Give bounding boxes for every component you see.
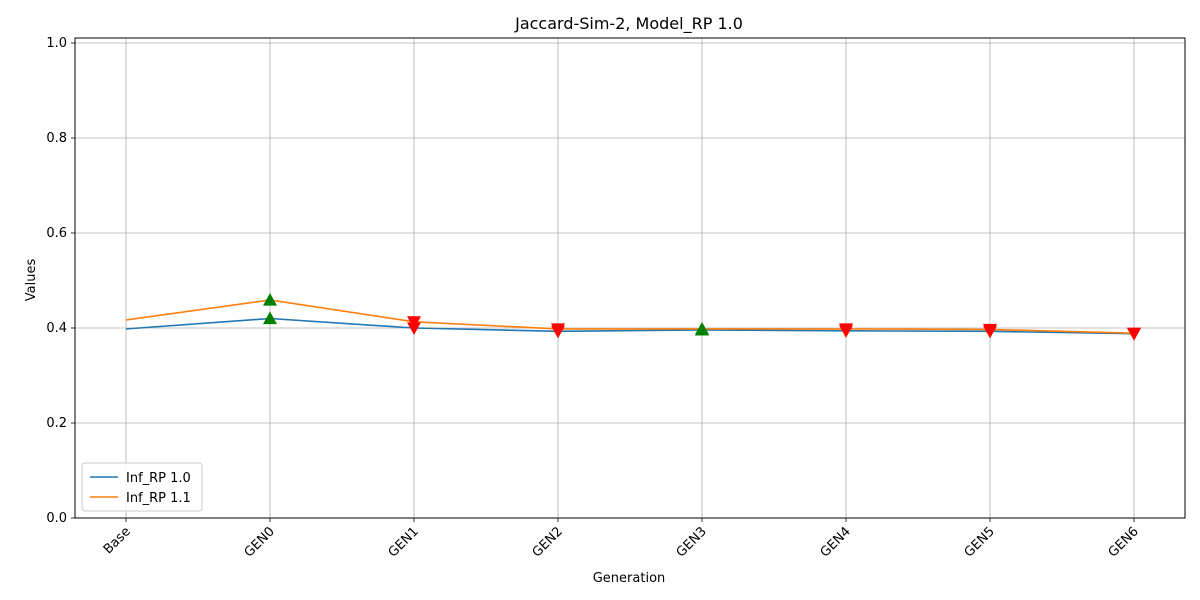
x-tick-label: GEN6	[1106, 524, 1142, 560]
y-axis-label: Values	[24, 259, 39, 302]
plot-frame	[74, 37, 1186, 519]
increase-marker	[263, 292, 277, 306]
grid	[75, 38, 1185, 519]
x-tick-label: GEN0	[242, 524, 278, 560]
increase-marker	[263, 311, 277, 325]
decrease-marker	[839, 325, 853, 338]
y-tick-label: 0.4	[46, 321, 67, 336]
decrease-marker	[1127, 328, 1141, 341]
series-line-1	[125, 317, 1135, 335]
legend-box	[81, 462, 203, 512]
y-tick-label: 1.0	[46, 36, 67, 51]
legend-label-1: Inf_RP 1.0	[126, 471, 191, 486]
x-tick-label: GEN2	[530, 524, 566, 560]
x-axis-ticks: Base GEN0 GEN1 GEN2 GEN3 GEN4 GEN5 GEN6	[101, 518, 1142, 560]
series-line-2	[125, 299, 1135, 335]
change-markers	[263, 292, 1141, 341]
series-lines	[125, 299, 1135, 335]
decrease-marker	[983, 325, 997, 339]
y-tick-label: 0.0	[46, 511, 67, 526]
x-tick-label: GEN5	[962, 524, 998, 560]
x-tick-label: Base	[101, 524, 134, 557]
y-tick-label: 0.8	[46, 131, 67, 146]
y-axis-ticks: 0.0 0.2 0.4 0.6 0.8 1.0	[46, 36, 75, 526]
decrease-marker	[551, 325, 565, 339]
y-tick-label: 0.6	[46, 226, 67, 241]
x-tick-label: GEN4	[818, 524, 854, 560]
increase-marker	[695, 322, 709, 336]
x-axis-label: Generation	[593, 571, 666, 586]
decrease-marker	[407, 322, 421, 335]
y-tick-label: 0.2	[46, 416, 67, 431]
legend-label-2: Inf_RP 1.1	[126, 491, 191, 506]
x-tick-label: GEN1	[386, 524, 422, 560]
legend: Inf_RP 1.0 Inf_RP 1.1	[81, 462, 203, 512]
chart-title: Jaccard-Sim-2, Model_RP 1.0	[514, 14, 743, 34]
x-tick-label: GEN3	[674, 524, 710, 560]
